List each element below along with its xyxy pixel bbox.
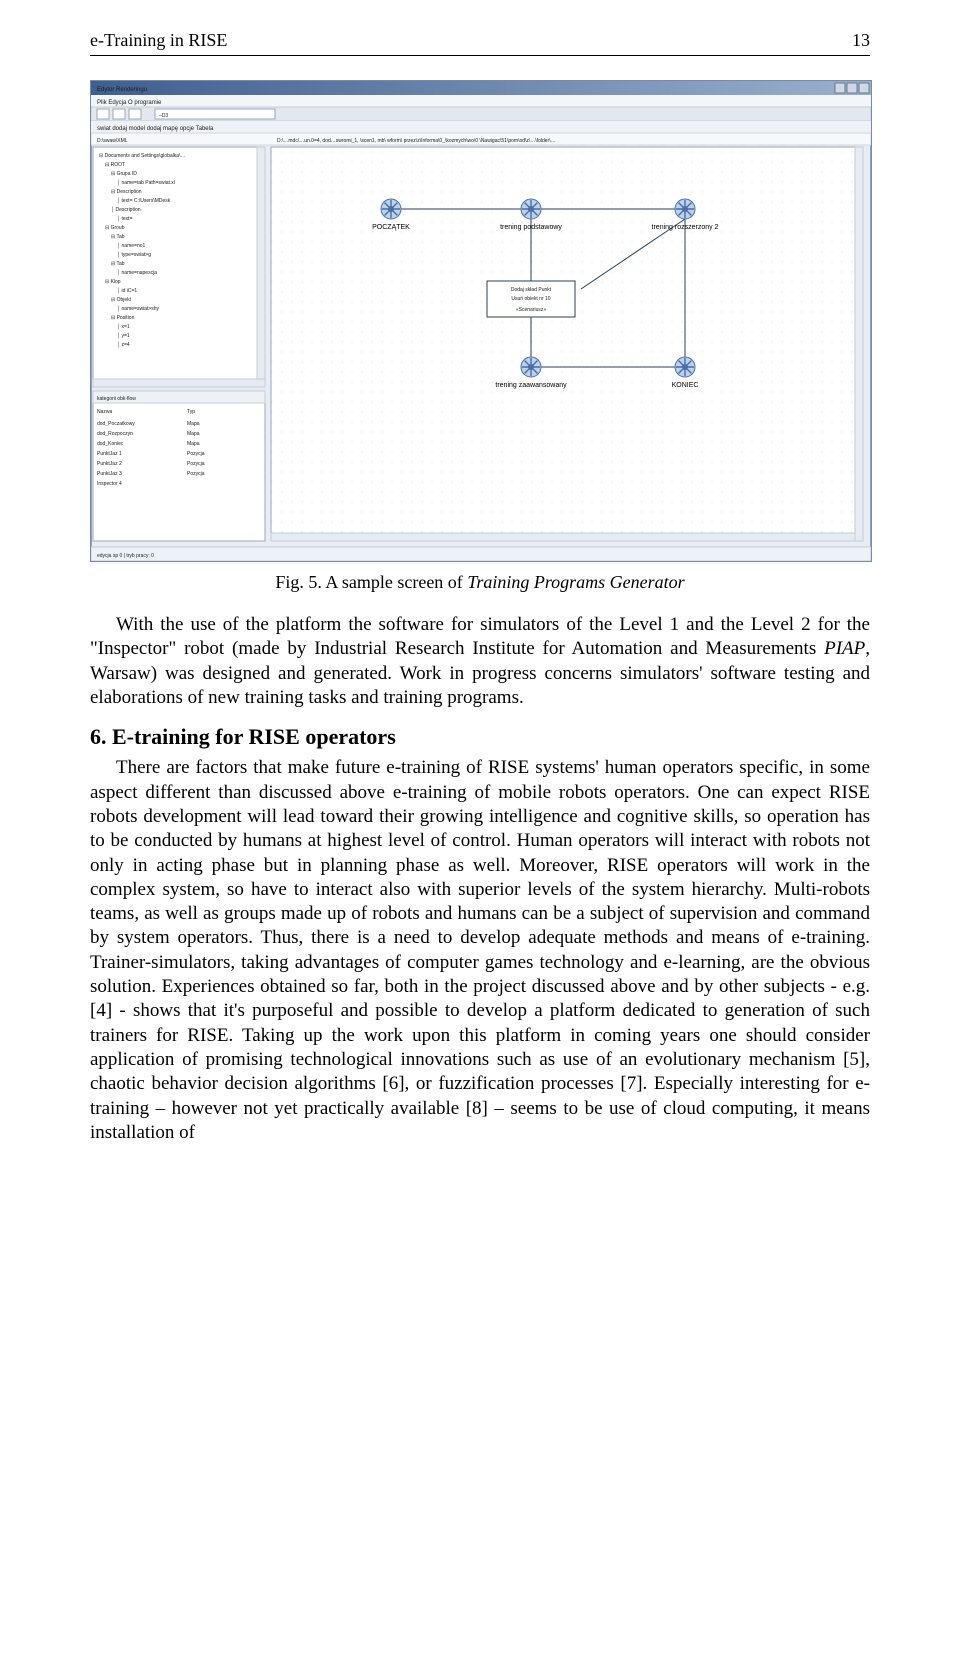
running-head: e-Training in RISE 13 xyxy=(90,30,870,51)
status-bar: edycja sp 0 | tryb pracy: 0 xyxy=(97,553,154,559)
svg-text:Mapa: Mapa xyxy=(187,431,200,437)
window-title: Edytor Renderingu xyxy=(97,87,147,93)
svg-text:Mapa: Mapa xyxy=(187,441,200,447)
svg-text:dod_Rozpoczyn: dod_Rozpoczyn xyxy=(97,431,133,437)
svg-text:│ name=swiat>shy: │ name=swiat>shy xyxy=(117,305,160,312)
svg-text:│ id iC=1: │ id iC=1 xyxy=(117,287,137,294)
svg-text:D:\…mdc\…un.0=4, dod…swromi_1,: D:\…mdc\…un.0=4, dod…swromi_1, \scen1, m… xyxy=(277,138,556,144)
path-bar: D:\swaw\XML xyxy=(97,138,128,144)
svg-text:Typ: Typ xyxy=(187,409,195,415)
svg-text:⊟ Klop: ⊟ Klop xyxy=(105,279,121,285)
svg-text:Inspector 4: Inspector 4 xyxy=(97,481,122,487)
svg-text:dod_Poczatkowy: dod_Poczatkowy xyxy=(97,421,135,427)
section-6-body: There are factors that make future e-tra… xyxy=(90,756,870,1145)
section-6-title: 6. E-training for RISE operators xyxy=(90,724,870,750)
flow-table-header: kategorii obk-flow xyxy=(97,396,136,402)
rule xyxy=(90,55,870,56)
svg-text:–D3: –D3 xyxy=(159,113,168,119)
svg-text:⊟ Position: ⊟ Position xyxy=(111,315,135,321)
svg-text:dod_Koniec: dod_Koniec xyxy=(97,441,124,447)
tab-bar[interactable]: swiat dodaj model dodaj mapę opcje Tabel… xyxy=(97,126,214,132)
window-controls[interactable] xyxy=(835,83,869,93)
intro-paragraph: With the use of the platform the softwar… xyxy=(90,613,870,710)
figure-caption: Fig. 5. A sample screen of Training Prog… xyxy=(90,572,870,593)
svg-text:KONIEC: KONIEC xyxy=(672,382,699,389)
svg-text:⊟ Groub: ⊟ Groub xyxy=(105,225,125,231)
running-title: e-Training in RISE xyxy=(90,30,227,51)
svg-text:Pozycja: Pozycja xyxy=(187,471,205,477)
svg-text:PunktJaz 3: PunktJaz 3 xyxy=(97,471,122,477)
svg-text:trening rozszerzony 2: trening rozszerzony 2 xyxy=(652,224,719,231)
svg-text:⊟ ROOT: ⊟ ROOT xyxy=(105,162,125,168)
svg-text:⊟ Tab: ⊟ Tab xyxy=(111,234,125,240)
svg-text:PunktJaz 1: PunktJaz 1 xyxy=(97,451,122,457)
svg-text:⊟ Documents and Settings\globa: ⊟ Documents and Settings\globalka\… xyxy=(99,153,185,159)
svg-text:│ type=swiat>g: │ type=swiat>g xyxy=(117,251,151,258)
screenshot-svg: Edytor Renderingu Plik Edycja O programi… xyxy=(90,80,872,562)
svg-text:PunktJaz 2: PunktJaz 2 xyxy=(97,461,122,467)
svg-text:│ name=tab Path=swiat.xl: │ name=tab Path=swiat.xl xyxy=(117,179,175,186)
svg-text:│ text=: │ text= xyxy=(117,215,133,222)
svg-text:trening podstawowy: trening podstawowy xyxy=(500,224,562,231)
svg-text:«Scenariusz»: «Scenariusz» xyxy=(516,307,547,313)
menu-bar[interactable]: Plik Edycja O programie xyxy=(97,100,162,106)
svg-text:⊟ Tab: ⊟ Tab xyxy=(111,261,125,267)
svg-text:│ name=no1: │ name=no1 xyxy=(117,242,146,249)
svg-text:│ x=1: │ x=1 xyxy=(117,323,130,330)
svg-text:⊟ Objekt: ⊟ Objekt xyxy=(111,297,132,303)
svg-text:⊟ Description: ⊟ Description xyxy=(111,189,142,195)
page-number: 13 xyxy=(852,30,870,51)
svg-text:│ Description: │ Description xyxy=(111,206,141,213)
svg-text:trening zaawansowany: trening zaawansowany xyxy=(495,382,567,389)
svg-text:POCZĄTEK: POCZĄTEK xyxy=(372,224,410,231)
svg-text:Pozycja: Pozycja xyxy=(187,451,205,457)
svg-text:│ text= C:\Users\MDesk: │ text= C:\Users\MDesk xyxy=(117,197,171,204)
svg-text:Pozycja: Pozycja xyxy=(187,461,205,467)
svg-text:│ y=1: │ y=1 xyxy=(117,332,130,339)
svg-text:Dodaj skład Punkt: Dodaj skład Punkt xyxy=(511,287,552,293)
svg-text:Nazwa: Nazwa xyxy=(97,409,113,415)
svg-text:│ z=4: │ z=4 xyxy=(117,341,130,348)
svg-text:Mapa: Mapa xyxy=(187,421,200,427)
svg-text:│ name=napescja: │ name=napescja xyxy=(117,269,157,276)
figure-5: Edytor Renderingu Plik Edycja O programi… xyxy=(90,80,870,562)
svg-text:Usuń obiekt nr 10: Usuń obiekt nr 10 xyxy=(511,296,550,302)
svg-text:⊟ Grupa ID: ⊟ Grupa ID xyxy=(111,171,137,177)
